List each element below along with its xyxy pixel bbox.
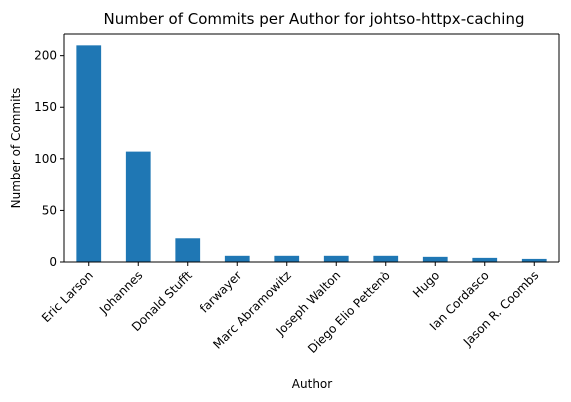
bar [126,152,151,262]
bar [423,257,448,262]
bar [373,256,398,262]
chart-title: Number of Commits per Author for johtso-… [104,10,525,28]
bar [472,258,497,262]
y-tick-label: 0 [49,255,57,269]
y-tick-label: 100 [34,152,57,166]
x-tick-label: Diego Elio Pettenò [305,268,393,356]
x-tick-label: Johannes [96,268,145,317]
bar [76,45,101,262]
y-tick-label: 200 [34,49,57,63]
x-tick-label: Hugo [410,268,442,300]
bar [225,256,250,262]
x-axis-label: Author [292,377,332,391]
y-tick-label: 150 [34,100,57,114]
bar [274,256,299,262]
x-tick-label: Eric Larson [39,268,96,325]
y-tick-label: 50 [42,203,57,217]
y-axis-label: Number of Commits [9,88,23,209]
bar [324,256,349,262]
x-tick-label: farwayer [197,268,244,315]
bar [175,238,200,262]
